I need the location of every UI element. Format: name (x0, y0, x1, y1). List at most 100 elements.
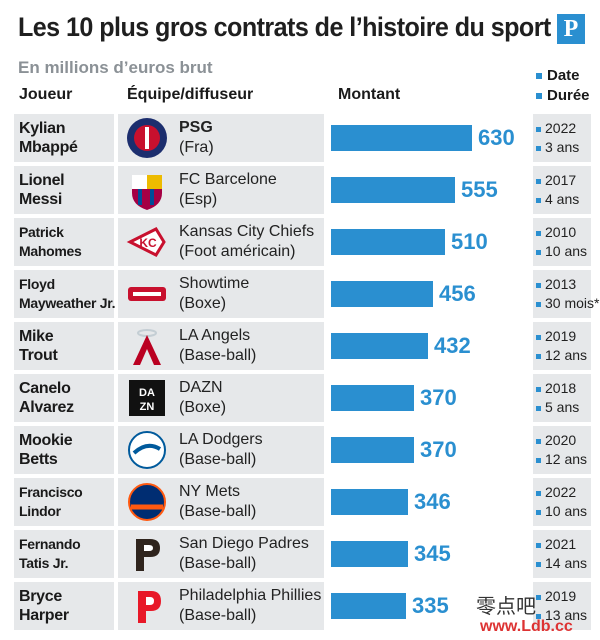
team-detail: (Base-ball) (179, 607, 257, 624)
contract-date: 2019 (545, 328, 577, 344)
team-detail: (Foot américain) (179, 243, 296, 260)
team-cell: FC Barcelone (Esp) (179, 170, 277, 210)
svg-text:DA: DA (139, 387, 155, 399)
data-label: 555 (461, 177, 498, 202)
team-cell: DAZN (Boxe) (179, 378, 226, 418)
legend: Date Durée (536, 66, 590, 106)
contract-duration: 14 ans (545, 555, 588, 571)
row-bg-player (14, 374, 114, 422)
contract-duration: 10 ans (545, 503, 588, 519)
row-bg-player (14, 166, 114, 214)
player-name: Francisco Lindor (19, 484, 83, 519)
row-bg-player (14, 530, 114, 578)
contract-date: 2010 (545, 224, 577, 240)
player-name: Lionel Messi (19, 172, 65, 208)
data-label: 345 (414, 541, 451, 566)
watermark-text: 零点吧 (476, 594, 536, 618)
contract-meta: 2013 30 mois* (536, 275, 599, 313)
team-detail: (Boxe) (179, 399, 227, 416)
team-cell: Kansas City Chiefs (Foot américain) (179, 222, 314, 262)
contract-duration: 10 ans (545, 243, 588, 259)
row-bg-meta (533, 270, 591, 318)
contract-meta: 2019 12 ans (536, 327, 587, 365)
bar (331, 437, 414, 463)
kansas-city-chiefs-logo: KC (126, 227, 166, 257)
data-label: 370 (420, 385, 457, 410)
bar (331, 541, 408, 567)
team-cell: NY Mets (Base-ball) (179, 482, 256, 522)
table-row: Lionel Messi FC Barcelone (Esp) 555 2017 4 an… (14, 166, 600, 214)
san-diego-padres-logo (136, 539, 160, 571)
team-name: San Diego Padres (179, 535, 309, 552)
team-name: Kansas City Chiefs (179, 223, 315, 240)
player-name: Mookie Betts (19, 432, 73, 468)
data-label: 456 (439, 281, 476, 306)
watermark-url: www.Ldb.cc (480, 618, 573, 635)
contract-date: 2017 (545, 172, 577, 188)
contract-meta: 2010 10 ans (536, 223, 587, 261)
row-bg-player (14, 322, 114, 370)
player-name: Kylian Mbappé (19, 120, 78, 156)
table-row: Mookie Betts LA Dodgers (Base-ball) 370 2020… (14, 426, 600, 474)
contract-duration: 5 ans (545, 399, 580, 415)
table-row: Mike Trout LA Angels (Base-ball) 432 2019 12 … (14, 322, 600, 370)
table-row: Canelo Alvarez DA ZN DAZN (Boxe) 370 2018 5 ans (14, 374, 600, 422)
chart-title: Les 10 plus gros contrats de l’histoire … (18, 12, 551, 42)
dazn-logo: DA ZN (129, 380, 165, 416)
team-name: FC Barcelone (179, 171, 277, 188)
table-row: Kylian Mbappé PSG (Fra) 630 2022 3 ans (14, 114, 600, 162)
contract-meta: 2017 4 ans (536, 171, 579, 209)
team-detail: (Boxe) (179, 295, 227, 312)
bar (331, 593, 406, 619)
team-detail: (Fra) (179, 139, 214, 156)
player-name: Fernando Tatis Jr. (19, 536, 81, 571)
row-bg-player (14, 582, 114, 630)
ny-mets-logo (128, 483, 166, 521)
team-name: Philadelphia Phillies (179, 587, 322, 604)
bar (331, 229, 445, 255)
team-detail: (Esp) (179, 191, 218, 208)
data-label: 335 (412, 593, 449, 618)
fc-barcelone-logo (132, 175, 162, 210)
row-bg-meta (533, 322, 591, 370)
player-name: Canelo Alvarez (19, 380, 74, 416)
team-detail: (Base-ball) (179, 347, 257, 364)
contract-duration: 4 ans (545, 191, 580, 207)
team-name: LA Dodgers (179, 431, 263, 448)
svg-text:ZN: ZN (140, 401, 155, 413)
column-header-player: Joueur (19, 86, 73, 103)
row-bg-meta (533, 374, 591, 422)
bar (331, 489, 408, 515)
bar (331, 333, 428, 359)
player-name: Patrick Mahomes (19, 224, 82, 259)
contract-date: 2013 (545, 276, 577, 292)
svg-text:KC: KC (139, 236, 157, 250)
table-row: Fernando Tatis Jr. San Diego Padres (Base-… (14, 530, 600, 578)
team-cell: Philadelphia Phillies (Base-ball) (179, 586, 321, 626)
contract-meta: 2018 5 ans (536, 379, 579, 417)
legend-item-duration: Durée (536, 86, 590, 106)
contract-meta: 2019 13 ans (536, 587, 587, 625)
team-cell: LA Dodgers (Base-ball) (179, 430, 263, 470)
contract-date: 2022 (545, 484, 577, 500)
team-detail: (Base-ball) (179, 503, 257, 520)
table-row: Bryce Harper Philadelphia Phillies (Base-b… (14, 582, 600, 630)
contract-duration: 3 ans (545, 139, 580, 155)
contract-meta: 2021 14 ans (536, 535, 587, 573)
column-header-amount: Montant (338, 86, 401, 103)
team-cell: Showtime (Boxe) (179, 274, 249, 314)
philadelphia-phillies-logo (138, 591, 161, 623)
contract-duration: 12 ans (545, 451, 588, 467)
contract-date: 2021 (545, 536, 577, 552)
team-cell: PSG (Fra) (179, 118, 214, 158)
team-name: LA Angels (179, 327, 251, 344)
table-row: Francisco Lindor NY Mets (Base-ball) 346 202… (14, 478, 600, 526)
row-bg-player (14, 270, 114, 318)
player-name: Bryce Harper (19, 588, 69, 624)
bar (331, 177, 455, 203)
legend-date-label: Date (547, 67, 580, 84)
publisher-logo: P (557, 14, 585, 44)
team-detail: (Base-ball) (179, 555, 257, 572)
contract-date: 2020 (545, 432, 577, 448)
team-name: DAZN (179, 379, 223, 396)
